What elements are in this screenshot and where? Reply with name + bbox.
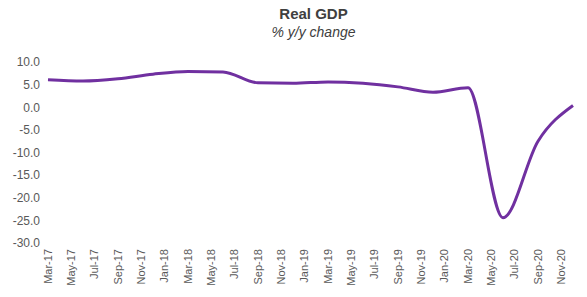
svg-text:10.0: 10.0 — [17, 55, 41, 69]
svg-text:Mar-20: Mar-20 — [462, 249, 474, 284]
svg-text:-20.0: -20.0 — [13, 191, 41, 205]
svg-text:Sep-17: Sep-17 — [112, 249, 124, 284]
svg-text:Jul-17: Jul-17 — [88, 249, 100, 279]
html-text:Real GDP: Real GDP — [279, 5, 348, 22]
svg-text:May-18: May-18 — [205, 249, 217, 286]
svg-text:-25.0: -25.0 — [13, 214, 41, 228]
svg-text:5.0: 5.0 — [23, 78, 40, 92]
svg-text:Jan-19: Jan-19 — [298, 249, 310, 283]
svg-text:-30.0: -30.0 — [13, 236, 41, 250]
svg-text:May-20: May-20 — [485, 249, 497, 286]
html-text:% y/y change: % y/y change — [271, 24, 356, 40]
svg-text:May-19: May-19 — [345, 249, 357, 286]
svg-text:0.0: 0.0 — [23, 101, 40, 115]
svg-text:Nov-20: Nov-20 — [555, 249, 567, 284]
svg-text:Jan-20: Jan-20 — [438, 249, 450, 283]
svg-text:Mar-18: Mar-18 — [182, 249, 194, 284]
svg-text:Jul-20: Jul-20 — [508, 249, 520, 279]
svg-text:Jul-18: Jul-18 — [228, 249, 240, 279]
svg-text:Sep-20: Sep-20 — [532, 249, 544, 284]
svg-text:May-17: May-17 — [65, 249, 77, 286]
svg-text:-10.0: -10.0 — [13, 146, 41, 160]
svg-text:Mar-19: Mar-19 — [322, 249, 334, 284]
svg-text:-15.0: -15.0 — [13, 168, 41, 182]
svg-text:Jul-19: Jul-19 — [368, 249, 380, 279]
svg-text:Nov-19: Nov-19 — [415, 249, 427, 284]
svg-text:Sep-19: Sep-19 — [392, 249, 404, 284]
svg-text:Sep-18: Sep-18 — [252, 249, 264, 284]
svg-text:Nov-17: Nov-17 — [135, 249, 147, 284]
svg-text:Jan-18: Jan-18 — [158, 249, 170, 283]
svg-text:Mar-17: Mar-17 — [42, 249, 54, 284]
svg-text:-5.0: -5.0 — [19, 123, 40, 137]
svg-text:Nov-18: Nov-18 — [275, 249, 287, 284]
